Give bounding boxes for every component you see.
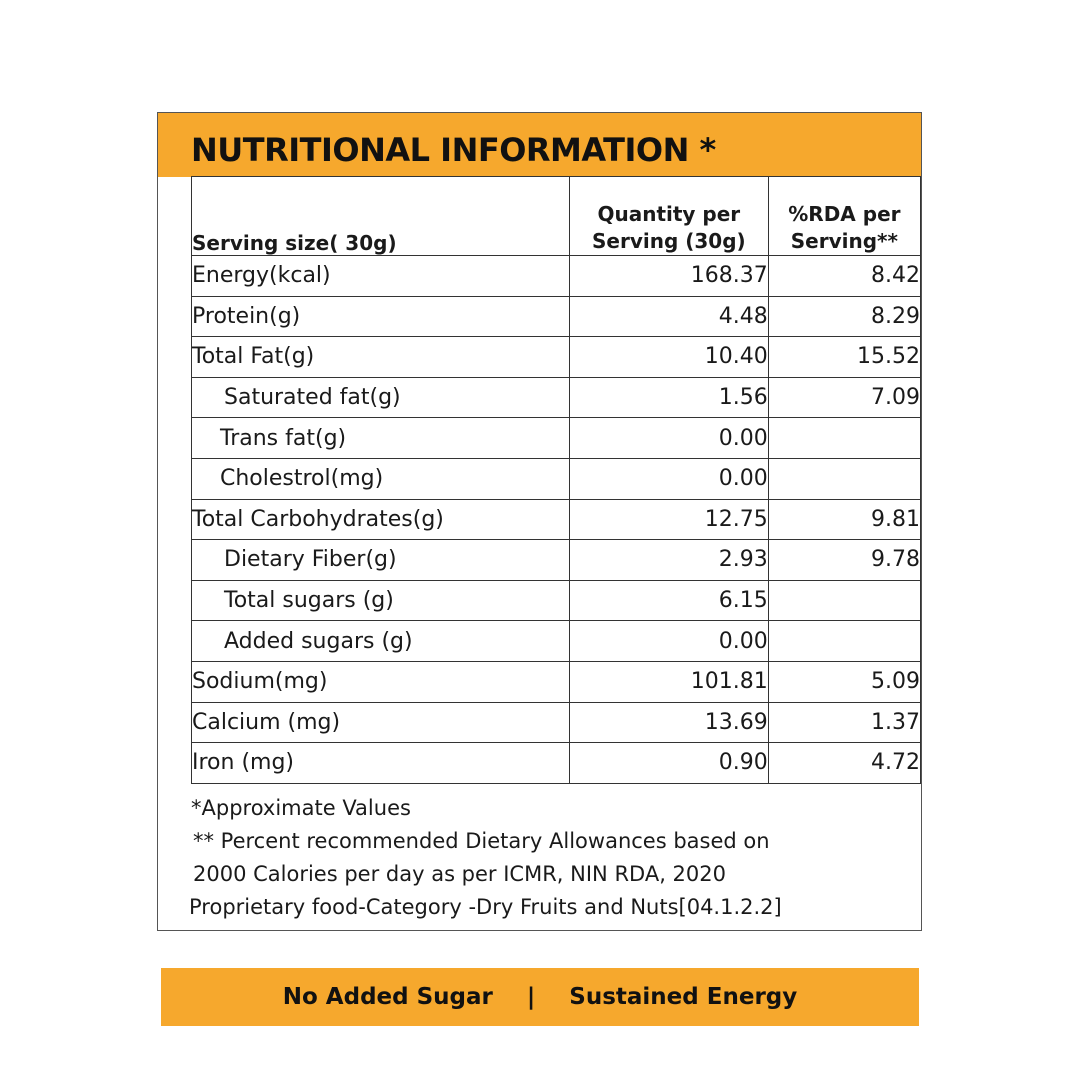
quantity-value: 12.75 (568, 498, 769, 541)
quantity-value: 6.15 (568, 579, 769, 622)
quantity-value: 0.00 (568, 417, 769, 459)
rda-value: 15.52 (767, 336, 922, 378)
claim-no-added-sugar: No Added Sugar (282, 984, 493, 1010)
header-quantity: Quantity per Serving (30g) (568, 176, 769, 256)
table-row: Total Carbohydrates(g) 12.75 9.81 (191, 498, 922, 541)
footnotes: *Approximate Values ** Percent recommend… (189, 792, 782, 924)
table-header-row: Serving size( 30g) Quantity per Serving … (191, 176, 922, 256)
footnote-category: Proprietary food-Category -Dry Fruits an… (189, 895, 782, 919)
quantity-value: 101.81 (568, 660, 769, 703)
nutrient-name: Protein(g) (191, 295, 570, 338)
nutrient-name: Iron (mg) (191, 742, 570, 784)
footnote-approximate: *Approximate Values (191, 796, 411, 820)
nutrient-name: Cholestrol(mg) (191, 457, 570, 500)
table-row: Added sugars (g) 0.00 (191, 620, 922, 662)
nutrient-name: Total Carbohydrates(g) (191, 498, 570, 541)
rda-value: 5.09 (767, 660, 922, 703)
nutrient-name: Calcium (mg) (191, 701, 570, 744)
rda-value: 8.29 (767, 295, 922, 338)
quantity-value: 1.56 (568, 376, 769, 419)
table-row: Cholestrol(mg) 0.00 (191, 457, 922, 500)
quantity-value: 168.37 (568, 255, 769, 297)
quantity-value: 10.40 (568, 336, 769, 378)
table-row: Dietary Fiber(g) 2.93 9.78 (191, 539, 922, 581)
table-row: Protein(g) 4.48 8.29 (191, 295, 922, 338)
nutrient-name: Saturated fat(g) (191, 376, 570, 419)
rda-value: 1.37 (767, 701, 922, 744)
table-row: Energy(kcal) 168.37 8.42 (191, 255, 922, 297)
table-row: Total Fat(g) 10.40 15.52 (191, 336, 922, 378)
quantity-value: 0.90 (568, 742, 769, 784)
claims-banner: No Added Sugar | Sustained Energy (161, 968, 919, 1026)
table-row: Iron (mg) 0.90 4.72 (191, 742, 922, 784)
header-rda-line-2: Serving** (790, 229, 898, 253)
quantity-value: 13.69 (568, 701, 769, 744)
rda-value: 9.78 (767, 539, 922, 581)
quantity-value: 4.48 (568, 295, 769, 338)
header-serving-size: Serving size( 30g) (191, 176, 570, 256)
table-row: Trans fat(g) 0.00 (191, 417, 922, 459)
nutrient-name: Energy(kcal) (191, 255, 570, 297)
rda-value: 4.72 (767, 742, 922, 784)
nutrient-name: Added sugars (g) (191, 620, 570, 662)
rda-value (767, 457, 922, 500)
nutrient-name: Sodium(mg) (191, 660, 570, 703)
quantity-value: 0.00 (568, 457, 769, 500)
footnote-rda-line-1: ** Percent recommended Dietary Allowance… (193, 829, 770, 853)
nutrient-name: Total Fat(g) (191, 336, 570, 378)
rda-value: 7.09 (767, 376, 922, 419)
header-quantity-line-2: Serving (30g) (591, 229, 746, 253)
nutrient-name: Dietary Fiber(g) (191, 539, 570, 581)
nutrition-panel: NUTRITIONAL INFORMATION * Serving size( … (157, 112, 922, 931)
rda-value (767, 417, 922, 459)
rda-value: 8.42 (767, 255, 922, 297)
table-row: Saturated fat(g) 1.56 7.09 (191, 376, 922, 419)
nutrient-name: Trans fat(g) (191, 417, 570, 459)
title-bar: NUTRITIONAL INFORMATION * (158, 113, 921, 177)
nutrient-name: Total sugars (g) (191, 579, 570, 622)
rda-value (767, 620, 922, 662)
page-title: NUTRITIONAL INFORMATION * (191, 131, 716, 169)
quantity-value: 2.93 (568, 539, 769, 581)
table-row: Calcium (mg) 13.69 1.37 (191, 701, 922, 744)
footnote-rda-line-2: 2000 Calories per day as per ICMR, NIN R… (193, 862, 726, 886)
rda-value: 9.81 (767, 498, 922, 541)
rda-value (767, 579, 922, 622)
claim-separator: | (526, 984, 536, 1010)
header-quantity-line-1: Quantity per (597, 202, 741, 226)
quantity-value: 0.00 (568, 620, 769, 662)
header-rda-line-1: %RDA per (788, 202, 901, 226)
table-row: Sodium(mg) 101.81 5.09 (191, 660, 922, 703)
claim-sustained-energy: Sustained Energy (569, 984, 798, 1010)
table-row: Total sugars (g) 6.15 (191, 579, 922, 622)
nutrition-table: Serving size( 30g) Quantity per Serving … (191, 176, 922, 784)
header-rda: %RDA per Serving** (767, 176, 922, 256)
